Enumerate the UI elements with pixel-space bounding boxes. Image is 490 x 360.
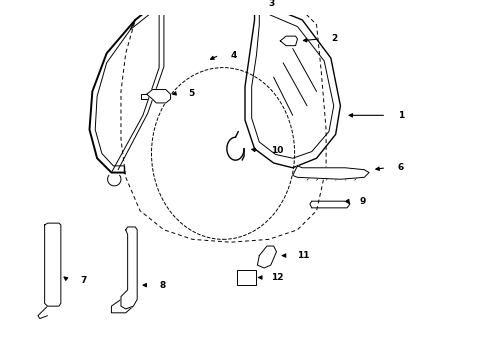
Text: 10: 10: [271, 146, 283, 155]
Text: 12: 12: [271, 273, 283, 282]
Text: 5: 5: [188, 89, 194, 98]
Text: 7: 7: [80, 276, 86, 285]
Text: 1: 1: [398, 111, 404, 120]
Text: 11: 11: [297, 251, 310, 260]
Text: 9: 9: [360, 197, 366, 206]
Polygon shape: [280, 36, 297, 46]
Polygon shape: [147, 90, 171, 103]
Text: 6: 6: [398, 163, 404, 172]
Text: 8: 8: [159, 281, 166, 290]
Polygon shape: [45, 223, 61, 306]
Text: 4: 4: [231, 51, 237, 60]
Polygon shape: [257, 246, 276, 268]
FancyBboxPatch shape: [237, 270, 256, 285]
Text: 2: 2: [331, 35, 337, 44]
Polygon shape: [121, 227, 137, 309]
Polygon shape: [293, 166, 369, 179]
Text: 3: 3: [269, 0, 275, 8]
